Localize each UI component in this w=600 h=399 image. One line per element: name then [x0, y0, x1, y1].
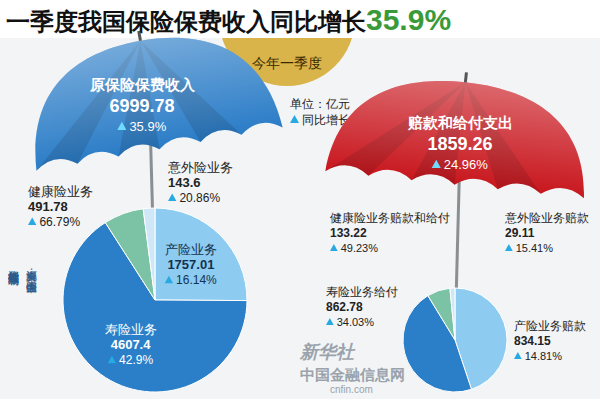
umbrella-canopy — [325, 59, 595, 199]
total-title: 原保险保费收入 — [89, 76, 196, 93]
growth-label: 42.9% — [119, 353, 153, 367]
pie — [403, 288, 507, 392]
title-highlight: 35.9% — [366, 3, 451, 36]
slice-value: 143.6 — [168, 175, 201, 190]
growth-arrow — [108, 356, 116, 364]
slice-category: 意外险业务赔款 — [504, 211, 589, 225]
slice-category: 产险业务 — [165, 242, 217, 257]
slice-value: 133.22 — [330, 226, 367, 240]
infographic: 今年一季度一季度我国保险保费收入同比增长35.9%单位：亿元同比增长新华社记者 … — [0, 0, 600, 399]
growth-arrow — [28, 217, 36, 225]
watermark: 中国金融信息网 — [300, 366, 405, 383]
pie-slice — [155, 208, 247, 301]
growth-arrow — [290, 115, 299, 123]
slice-category: 健康险业务 — [28, 184, 93, 199]
slice-value: 29.11 — [505, 226, 535, 240]
total-value: 1859.26 — [427, 134, 492, 154]
growth-label: 15.41% — [516, 242, 554, 254]
pie-slice — [105, 209, 155, 300]
slice-category: 意外险业务 — [167, 160, 233, 175]
watermark: 新华社 — [299, 342, 356, 362]
title: 一季度我国保险保费收入同比增长35.9% — [6, 3, 451, 36]
growth-arrow — [330, 244, 338, 251]
pie-labels: 产险业务1757.0116.14% 寿险业务4607.442.9% 健康险业务491… — [28, 160, 233, 367]
growth-label: 66.79% — [39, 215, 80, 229]
growth-label: 34.03% — [337, 316, 375, 328]
growth-arrow — [117, 122, 126, 130]
slice-value: 491.78 — [28, 199, 68, 214]
canopy-shine — [17, 19, 282, 171]
growth-arrow — [514, 352, 522, 359]
slice-category: 寿险业务 — [105, 322, 157, 337]
growth-label: 20.86% — [179, 191, 220, 205]
slice-category: 寿险业务给付 — [326, 285, 398, 299]
period: 今年一季度 — [252, 55, 322, 71]
watermark: cnfin.com — [330, 384, 373, 395]
growth-label: 49.23% — [341, 242, 379, 254]
slice-value: 862.78 — [326, 300, 363, 314]
slice-value: 4607.4 — [111, 337, 152, 352]
total-title: 赔款和给付支出 — [407, 114, 513, 131]
title-text: 一季度我国保险保费收入同比增长 — [6, 8, 366, 35]
growth-label: 24.96% — [444, 157, 489, 172]
slice-category: 健康险业务赔款和给付 — [330, 211, 450, 225]
growth-arrow — [165, 276, 173, 284]
canopy — [325, 69, 594, 199]
legend-label: 同比增长 — [302, 113, 350, 127]
slice-category: 产险业务赔款 — [514, 319, 586, 333]
umbrella-tip — [465, 72, 466, 82]
growth-arrow — [326, 318, 334, 325]
background — [0, 0, 600, 399]
pie-slice — [428, 288, 455, 340]
pie — [63, 208, 247, 392]
pie-slice — [143, 208, 155, 300]
total-value: 6999.78 — [109, 96, 174, 116]
canopy-shine — [325, 69, 594, 199]
growth-arrow — [168, 193, 176, 201]
title-band — [0, 0, 600, 38]
source: 资料来源：中国保监会 — [26, 262, 38, 294]
pie-labels: 产险业务赔款834.15 14.81% 寿险业务给付862.78 34.03% 健康险业… — [326, 211, 589, 362]
pie-slice — [450, 288, 455, 340]
slice-value: 834.15 — [514, 334, 551, 348]
umbrella-canopy — [16, 9, 283, 171]
growth-label: 14.81% — [525, 350, 563, 362]
growth-label: 35.9% — [129, 119, 166, 134]
umbrella-tip — [139, 31, 141, 41]
growth-arrow — [505, 244, 513, 251]
growth-label: 16.14% — [176, 273, 217, 287]
canopy — [17, 19, 282, 171]
unit: 单位：亿元 — [290, 97, 350, 111]
author: 新华社记者 陈琛编制 — [8, 262, 20, 286]
slice-value: 1757.01 — [167, 257, 214, 272]
growth-arrow — [432, 160, 441, 168]
